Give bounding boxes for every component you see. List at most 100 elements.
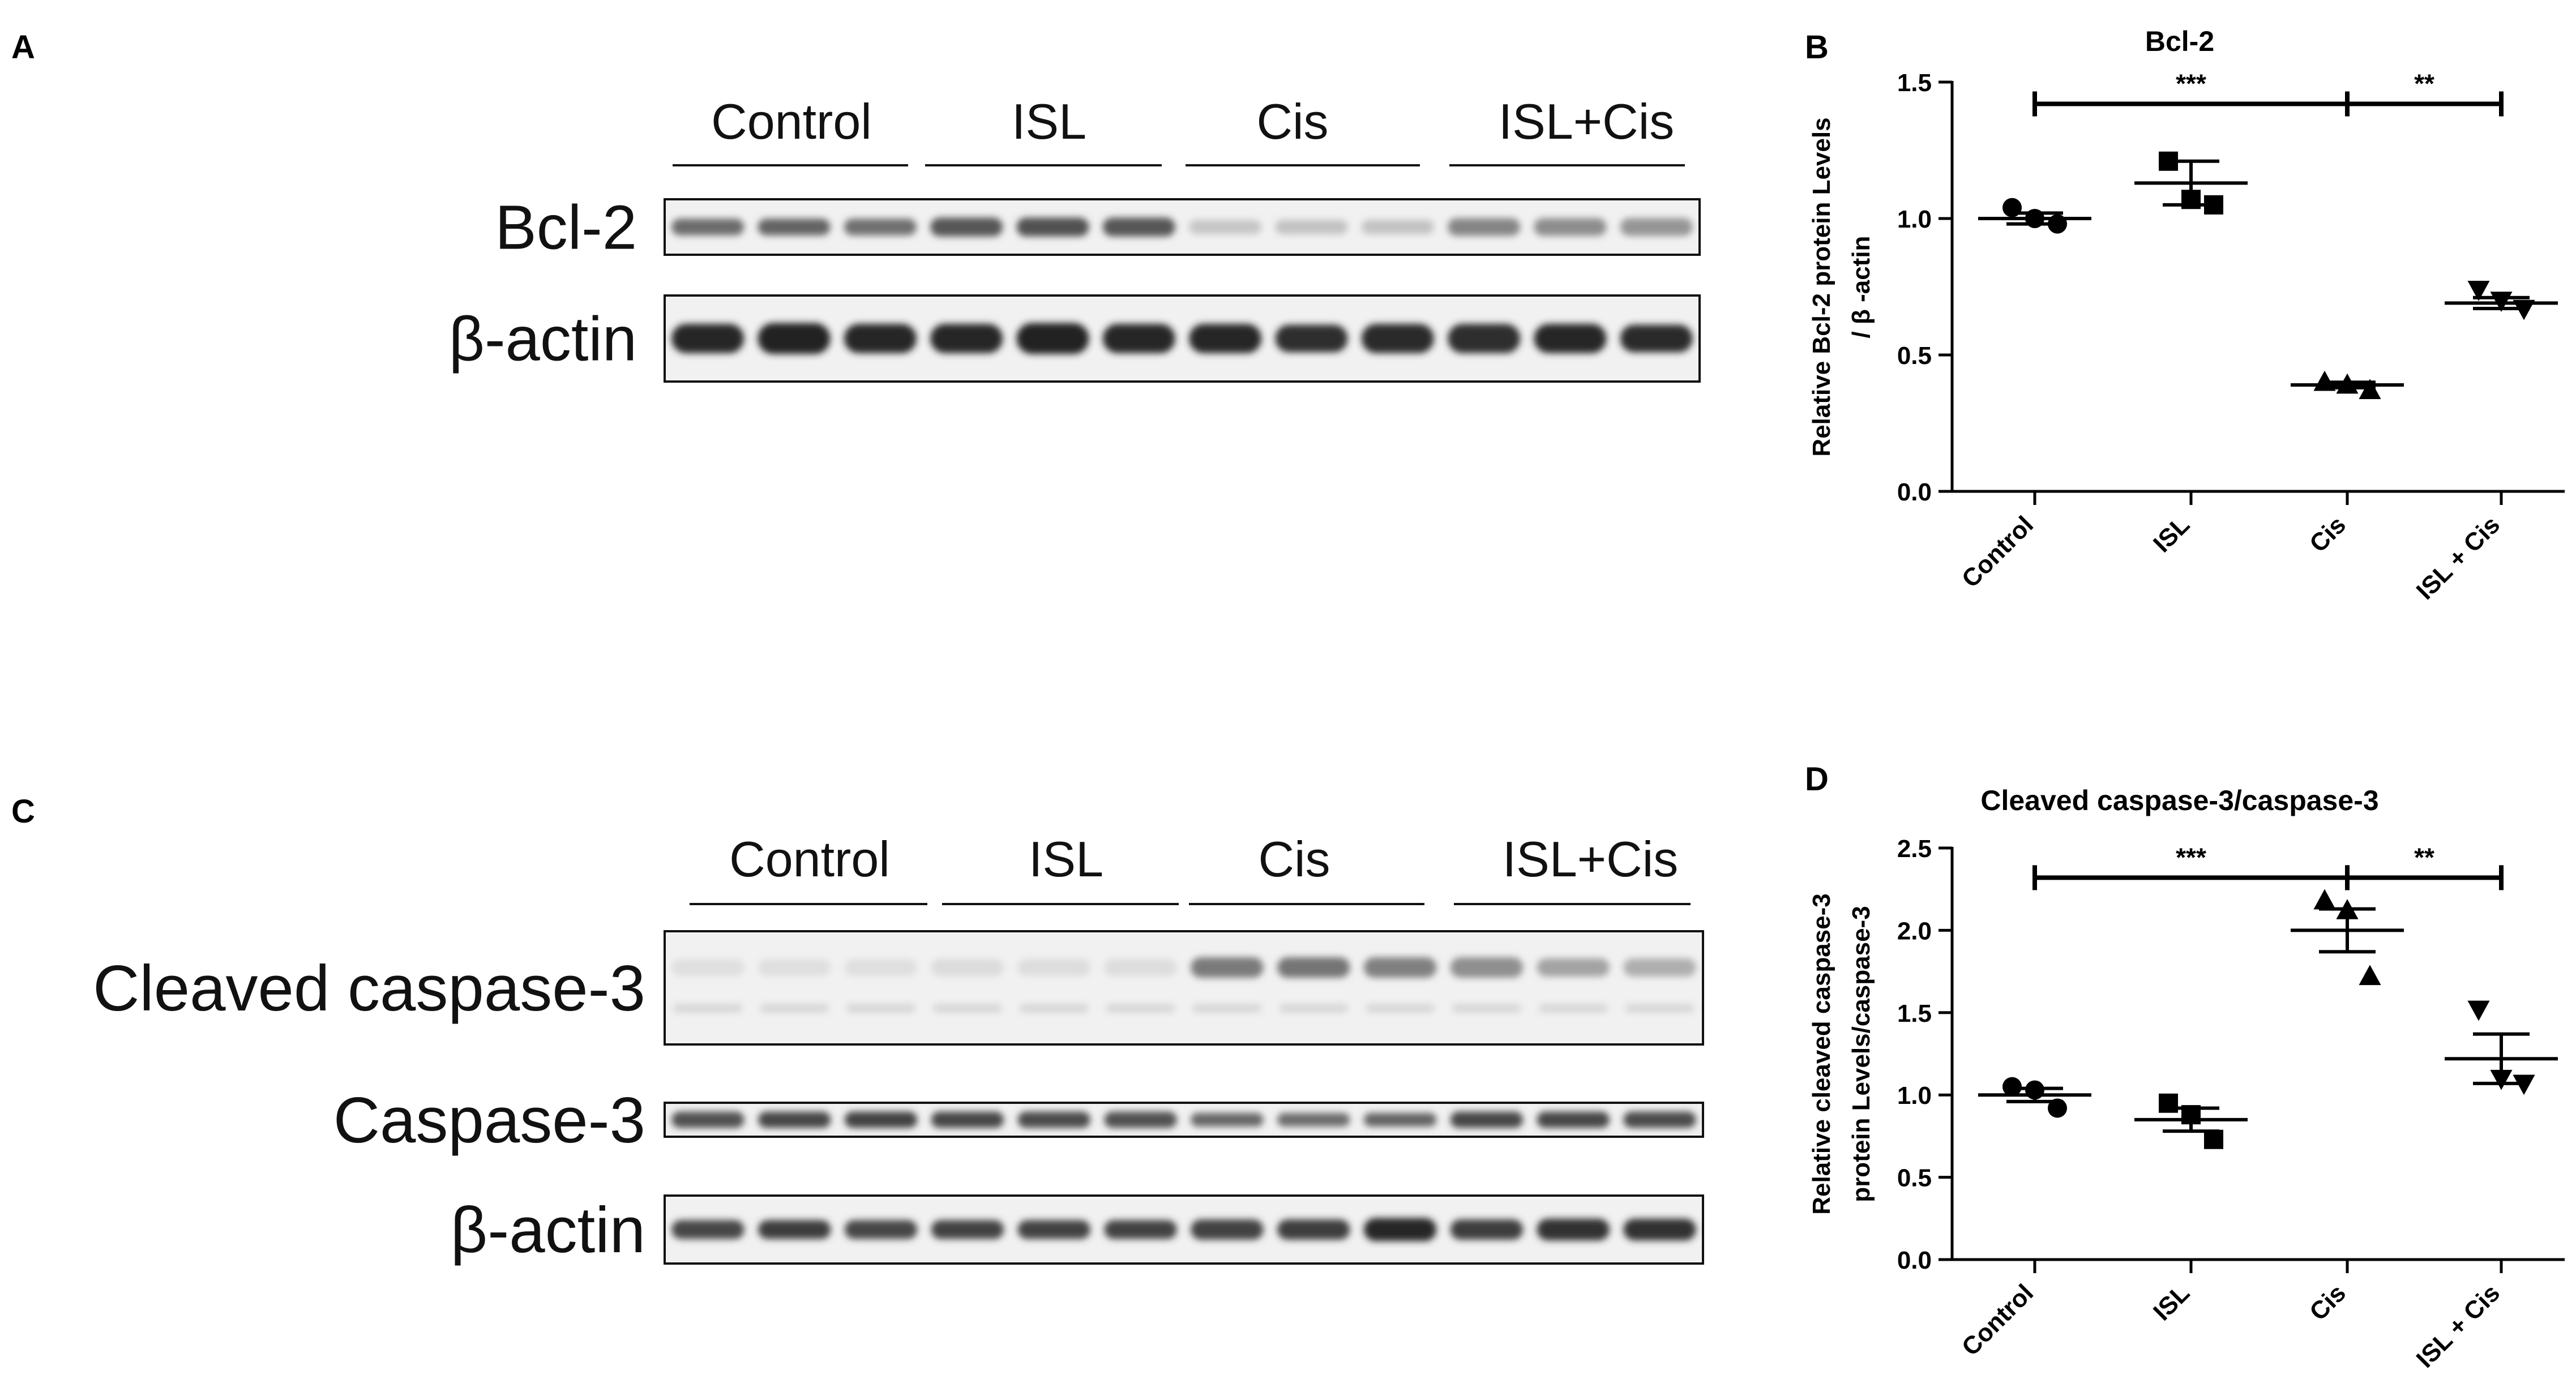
lane-group-header: ISL [1012, 93, 1086, 149]
protein-band [844, 1220, 918, 1239]
band-label: β-actin [451, 1194, 645, 1266]
data-point [2204, 1129, 2223, 1149]
protein-band [758, 219, 831, 235]
lane-group-header: ISL [1029, 831, 1103, 887]
scatter-chart-b: B Bcl-2 Relative Bcl-2 protein Levels / β -… [1805, 25, 2565, 605]
data-point [2467, 1000, 2490, 1021]
protein-band [1277, 1219, 1350, 1240]
x-tick-label: ISL [2148, 511, 2195, 558]
protein-band-faint [1365, 1004, 1435, 1013]
lane-group-header: ISL+Cis [1499, 93, 1675, 149]
significance-label: ** [2414, 842, 2434, 872]
lane-group-header: Control [711, 93, 872, 149]
data-point [2490, 1069, 2513, 1090]
data-point [2359, 379, 2381, 399]
protein-band [758, 959, 831, 976]
chart-title: Bcl-2 [2145, 25, 2214, 57]
band-label: Cleaved caspase-3 [93, 953, 645, 1025]
x-tick-label: ISL + Cis [2411, 1279, 2505, 1373]
protein-band [758, 323, 831, 354]
protein-band [1275, 220, 1348, 234]
protein-band [1534, 218, 1607, 236]
protein-band [1017, 1220, 1090, 1239]
protein-band [1017, 1111, 1090, 1128]
protein-band [1537, 1218, 1610, 1241]
data-point [2025, 1080, 2044, 1100]
y-tick-label: 1.5 [1897, 1000, 1932, 1027]
protein-band [1104, 1111, 1177, 1128]
protein-band [1450, 1111, 1524, 1128]
protein-band [671, 324, 744, 353]
blot-membrane [664, 1102, 1704, 1138]
data-point [2313, 889, 2336, 910]
significance-label: ** [2414, 69, 2434, 99]
protein-band [844, 959, 918, 976]
y-tick-label: 1.0 [1897, 1082, 1932, 1110]
protein-band [930, 324, 1003, 353]
protein-band [1620, 324, 1693, 353]
protein-band [1450, 957, 1524, 978]
protein-band [1275, 324, 1348, 353]
data-point [2336, 899, 2359, 919]
protein-band [671, 219, 744, 235]
data-point [2159, 1093, 2178, 1113]
protein-band [1277, 1113, 1350, 1127]
y-axis-label: Relative cleaved caspase-3 [1808, 893, 1835, 1215]
protein-band [1104, 959, 1177, 976]
y-tick-label: 0.5 [1897, 1164, 1932, 1192]
panel-label: C [11, 793, 35, 830]
data-point [2181, 1105, 2201, 1125]
protein-band-faint [760, 1004, 829, 1013]
y-tick-label: 1.0 [1897, 205, 1932, 233]
protein-band [1537, 958, 1610, 977]
data-point [2336, 373, 2359, 394]
significance-label: *** [2176, 842, 2206, 872]
protein-band [1620, 218, 1693, 236]
data-point [2359, 965, 2381, 986]
data-point [2490, 292, 2513, 312]
blot-membrane [664, 294, 1701, 383]
data-point [2002, 198, 2022, 217]
protein-band [844, 324, 917, 353]
y-tick-label: 0.5 [1897, 342, 1932, 370]
data-point [2048, 1098, 2067, 1118]
x-tick-label: Cis [2304, 511, 2351, 558]
protein-band [1191, 1219, 1264, 1240]
y-tick-label: 0.0 [1897, 1247, 1932, 1274]
protein-band [1102, 324, 1175, 353]
protein-band [1191, 1113, 1264, 1127]
lane-group-header: Cis [1258, 831, 1330, 887]
data-point [2204, 195, 2223, 215]
protein-band-faint [1625, 1004, 1694, 1013]
protein-band [1017, 959, 1090, 976]
y-axis-label: Relative Bcl-2 protein Levels [1808, 117, 1835, 456]
protein-band [931, 1220, 1004, 1239]
protein-band [1363, 957, 1437, 978]
scatter-chart-d: D Cleaved caspase-3/caspase-3 Relative cle… [1805, 761, 2565, 1373]
data-point [2513, 1074, 2535, 1095]
protein-band-faint [1192, 1004, 1262, 1013]
data-point [2159, 151, 2178, 171]
band-label: β-actin [449, 305, 637, 374]
x-tick-label: Control [1957, 511, 2039, 593]
protein-band [1623, 1218, 1696, 1241]
protein-band [1191, 957, 1264, 978]
y-tick-label: 2.5 [1897, 835, 1932, 863]
lane-group-header: ISL+Cis [1503, 831, 1679, 887]
lane-group-header: Cis [1256, 93, 1328, 149]
y-axis-label: / β -actin [1847, 236, 1875, 339]
protein-band [1277, 957, 1350, 978]
y-tick-label: 2.0 [1897, 917, 1932, 945]
data-point [2313, 370, 2336, 391]
blot-membrane [664, 930, 1704, 1046]
x-tick-label: ISL [2148, 1279, 2195, 1326]
data-point [2025, 209, 2044, 228]
protein-band [1537, 1111, 1610, 1128]
protein-band [931, 959, 1004, 976]
lane-group-header: Control [729, 831, 890, 887]
y-axis-label: protein Levels/caspase-3 [1847, 906, 1875, 1202]
protein-band [1450, 1219, 1524, 1240]
protein-band-faint [932, 1004, 1003, 1013]
panel-label: D [1805, 761, 1829, 798]
protein-band [671, 1220, 744, 1239]
